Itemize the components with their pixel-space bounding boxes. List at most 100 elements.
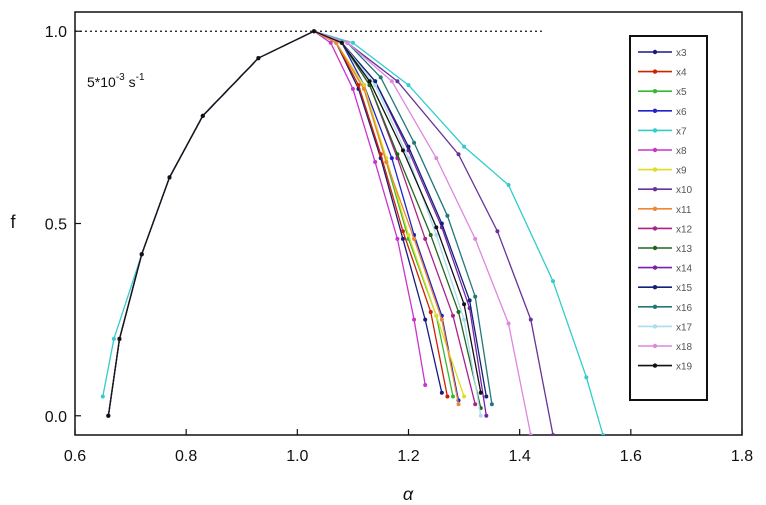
- legend-label: x16: [676, 303, 693, 314]
- legend-label: x11: [676, 205, 692, 216]
- data-point: [395, 79, 400, 84]
- data-point: [412, 236, 417, 241]
- data-point: [456, 402, 461, 407]
- data-point: [406, 233, 411, 238]
- data-point: [428, 233, 433, 238]
- data-point: [378, 75, 383, 80]
- data-point: [462, 144, 467, 149]
- data-point: [389, 79, 394, 84]
- legend-label: x5: [676, 87, 687, 98]
- x-tick-label: 1.0: [286, 448, 308, 465]
- data-point: [439, 317, 444, 322]
- data-point: [478, 413, 483, 418]
- data-point: [434, 225, 439, 230]
- legend-marker: [652, 226, 658, 231]
- legend-label: x7: [676, 126, 687, 137]
- data-point: [528, 433, 533, 435]
- data-point: [428, 309, 433, 314]
- data-point: [473, 236, 478, 241]
- legend-label: x14: [676, 264, 693, 275]
- data-point: [434, 313, 439, 318]
- data-point: [439, 221, 444, 226]
- data-point: [450, 313, 455, 318]
- legend-label: x13: [676, 244, 693, 255]
- y-tick-label: 0.0: [45, 409, 67, 426]
- legend-marker: [652, 324, 658, 329]
- legend-marker: [652, 304, 658, 309]
- annotation-exp2: -1: [136, 72, 145, 83]
- data-point: [495, 229, 500, 234]
- x-tick-label: 1.8: [731, 448, 753, 465]
- data-point: [356, 83, 361, 88]
- data-point: [473, 402, 478, 407]
- legend-label: x4: [676, 68, 687, 79]
- x-tick-label: 1.6: [620, 448, 642, 465]
- data-point: [395, 152, 400, 157]
- data-point: [373, 79, 378, 84]
- data-point: [489, 402, 494, 407]
- data-point: [601, 433, 606, 435]
- data-point: [167, 175, 172, 180]
- data-point: [434, 156, 439, 161]
- legend-box: [629, 35, 708, 401]
- annotation-exp1: -3: [116, 72, 125, 83]
- legend-label: x3: [676, 48, 687, 59]
- data-point: [506, 321, 511, 326]
- data-point: [484, 413, 489, 418]
- data-point: [395, 236, 400, 241]
- data-point: [339, 40, 344, 45]
- data-point: [478, 390, 483, 395]
- legend-marker: [652, 187, 658, 192]
- data-point: [528, 317, 533, 322]
- annotation-base: 5*10: [87, 74, 116, 90]
- data-point: [362, 86, 367, 91]
- series-layer: [100, 29, 606, 435]
- legend-label: x15: [676, 283, 693, 294]
- data-point: [406, 156, 411, 161]
- legend-marker: [652, 49, 658, 55]
- data-point: [445, 394, 450, 399]
- data-point: [334, 40, 339, 45]
- data-point: [450, 394, 455, 399]
- legend-marker: [652, 206, 658, 211]
- data-point: [423, 317, 428, 322]
- data-point: [106, 413, 111, 418]
- data-point: [350, 40, 355, 45]
- data-point: [551, 279, 556, 284]
- data-point: [462, 317, 467, 322]
- legend-marker: [652, 265, 658, 270]
- data-point: [139, 252, 144, 257]
- data-point: [378, 152, 383, 157]
- data-point: [423, 383, 428, 388]
- legend-marker: [652, 245, 658, 251]
- data-point: [412, 140, 417, 145]
- data-point: [423, 236, 428, 241]
- legend-marker: [652, 89, 658, 94]
- data-point: [584, 375, 589, 380]
- data-point: [484, 394, 489, 399]
- data-point: [462, 302, 467, 307]
- data-point: [384, 159, 389, 164]
- data-point: [462, 394, 467, 399]
- data-point: [551, 433, 556, 435]
- strain-rate-annotation: 5*10-3 s-1: [87, 72, 145, 90]
- data-point: [456, 152, 461, 157]
- data-point: [200, 113, 205, 118]
- x-tick-label: 1.4: [509, 448, 531, 465]
- legend: x3 x4 x5 x6 x7 x8 x9 x10 x11 x12 x13 x14 x15 x16 x17 x1…: [629, 35, 708, 401]
- legend-marker: [652, 167, 658, 172]
- data-point: [467, 298, 472, 303]
- legend-marker: [652, 343, 658, 349]
- data-point: [312, 29, 317, 34]
- x-tick-label: 0.8: [175, 448, 197, 465]
- series-x19: [106, 29, 483, 418]
- data-point: [400, 148, 405, 153]
- legend-label: x8: [676, 146, 687, 157]
- data-point: [406, 83, 411, 88]
- data-point: [367, 79, 372, 84]
- y-axis-label: f: [10, 212, 16, 232]
- data-point: [506, 183, 511, 188]
- y-tick-label: 1.0: [45, 24, 67, 41]
- legend-marker: [652, 147, 658, 153]
